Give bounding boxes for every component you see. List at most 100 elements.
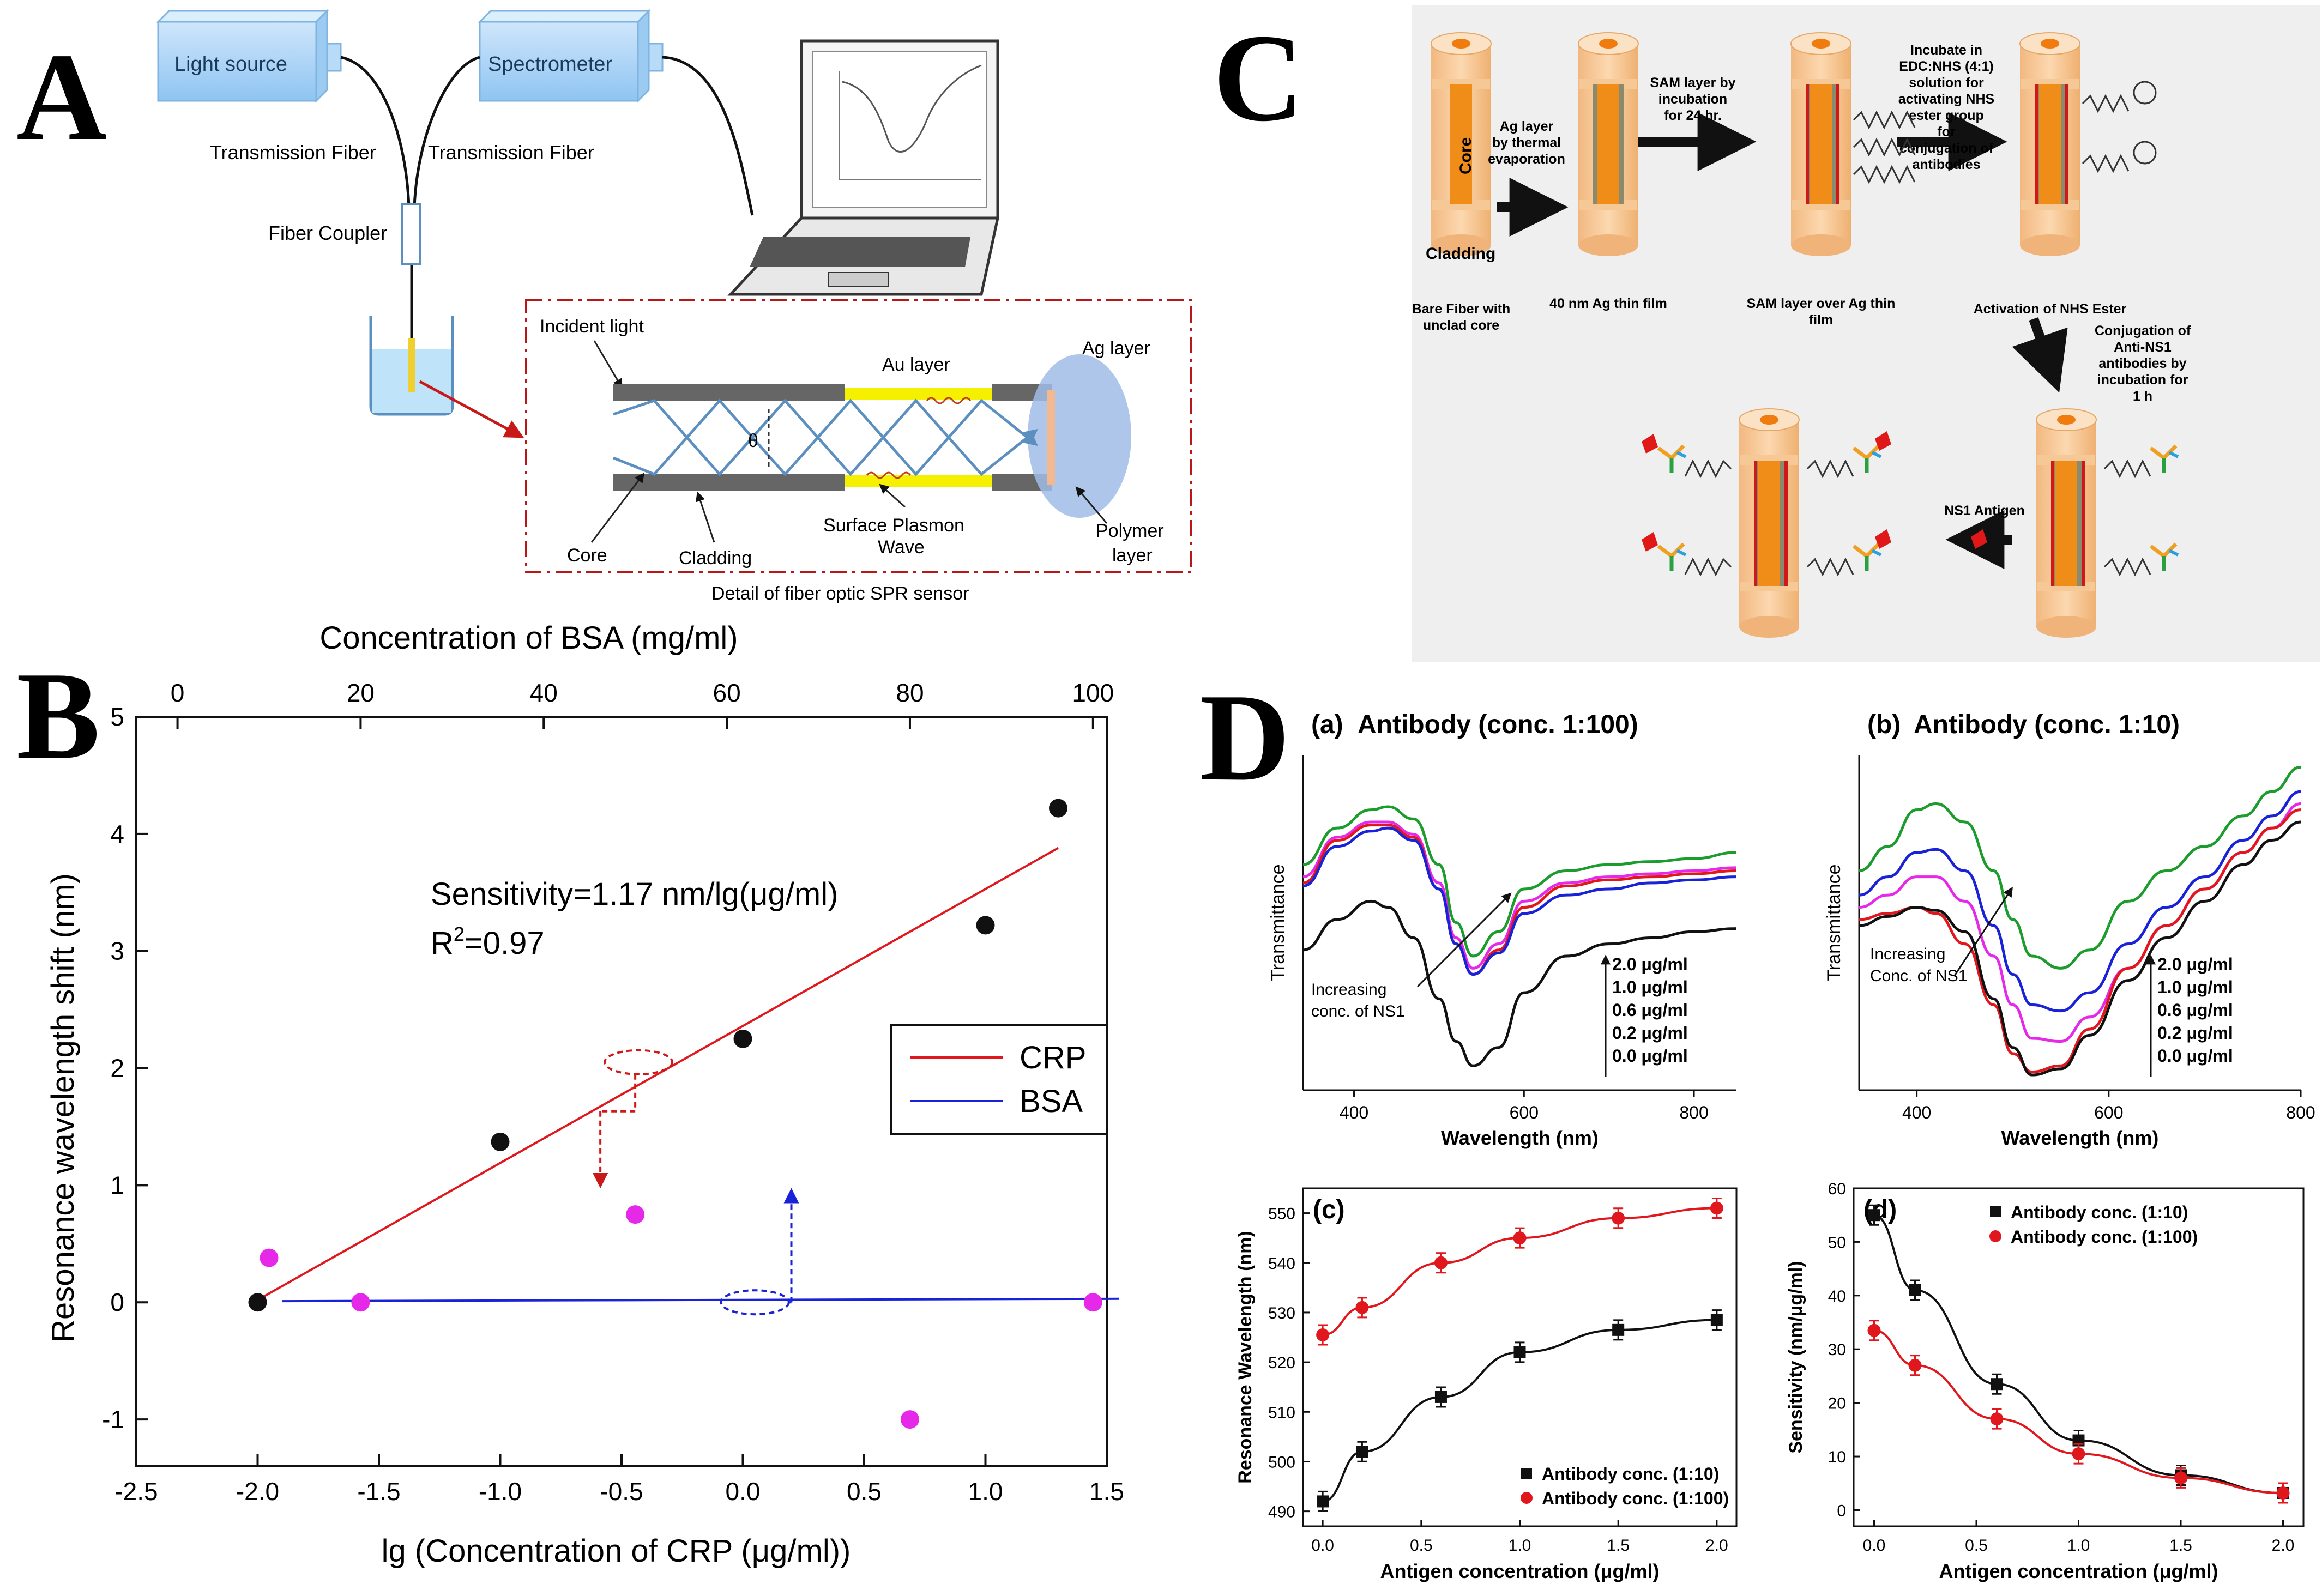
core-label: Core [567, 545, 607, 566]
x-tick-label: 800 [1679, 1103, 1708, 1122]
top-x-tick-label: 80 [896, 679, 924, 707]
legend-marker [1989, 1230, 2001, 1242]
y-tick-label: 10 [1828, 1448, 1846, 1466]
y-tick-label: 530 [1268, 1304, 1295, 1322]
sam-chain [1853, 110, 1916, 130]
antigen [1642, 532, 1658, 552]
chart-d-a: (a) Antibody (conc. 1:100) 400 600 800 Wavele… [1268, 710, 1737, 1149]
bsa-fit-line [281, 1297, 1119, 1303]
legend-label: Antibody conc. (1:10) [1542, 1464, 1719, 1484]
y-tick-label: 60 [1828, 1180, 1846, 1198]
antibody [1852, 542, 1882, 571]
x-tick-label: 1.0 [2067, 1537, 2090, 1555]
x-axis-title: lg (Concentration of CRP (μg/ml)) [382, 1533, 851, 1569]
data-point-square [1612, 1323, 1625, 1336]
x-tick-label: 600 [1510, 1103, 1539, 1122]
transmission-fiber-right-label: Transmission Fiber [428, 141, 594, 164]
y-axis-title: Transmittance [1824, 864, 1844, 981]
fiber-coupler-label: Fiber Coupler [268, 222, 387, 244]
concentration-label: 1.0 μg/ml [1612, 977, 1688, 997]
data-point-circle [1710, 1201, 1723, 1215]
ns1-annotation-line-1: Increasing [1311, 981, 1386, 999]
nhs-chain [2082, 154, 2130, 173]
bsa-point [626, 1205, 645, 1224]
x-tick-label: 0.0 [1863, 1537, 1886, 1555]
free-antigen [1971, 529, 1987, 549]
sam-chain [1853, 137, 1916, 157]
y-tick-label: 550 [1268, 1205, 1295, 1223]
y-tick-label: 3 [110, 937, 124, 965]
spectrum-1.0-line [1302, 820, 1737, 970]
x-tick-label: 1.5 [2169, 1537, 2192, 1555]
antibody-chain [1684, 459, 1732, 479]
data-point-square [1434, 1391, 1447, 1403]
panel-d: D (a) Antibody (conc. 1:100)400 600 800Wave… [1199, 668, 2315, 1582]
step-4-caption: Activation of NHS Ester [1974, 301, 2127, 317]
fiber-nhs [2019, 32, 2080, 256]
fiber-sam [1790, 32, 1851, 256]
r2-annotation: R2=0.97 [431, 923, 545, 961]
panel-c-chains [1642, 81, 2179, 577]
step-2-caption: 40 nm Ag thin film [1549, 296, 1667, 311]
legend-label: Antibody conc. (1:100) [2011, 1227, 2198, 1247]
sample-beaker [369, 316, 454, 416]
x-tick-label: 0.5 [847, 1477, 882, 1506]
x-tick-label: 1.0 [968, 1477, 1003, 1506]
y-axis-title: Sensitivity (nm/μg/ml) [1786, 1261, 1806, 1453]
panel-tag: (c) [1313, 1195, 1345, 1224]
x-tick-label: 0.5 [1965, 1537, 1988, 1555]
crp-axis-ellipse [604, 1049, 674, 1075]
top-x-tick-label: 60 [713, 679, 741, 707]
light-source-box: Light source [156, 9, 342, 103]
top-x-tick-label: 0 [171, 679, 185, 707]
x-tick-label: 400 [1902, 1103, 1931, 1122]
y-tick-label: 30 [1828, 1341, 1846, 1359]
y-axis-title: Resonance Wavelength (nm) [1235, 1231, 1256, 1483]
antibody-chain [2103, 557, 2151, 577]
top-x-axis-title: Concentration of BSA (mg/ml) [319, 620, 738, 656]
cladding-label: Cladding [679, 548, 752, 569]
legend-marker [1521, 1492, 1533, 1504]
x-tick-label: 0.5 [1410, 1537, 1433, 1555]
antigen [1875, 529, 1891, 549]
x-tick-label: 0.0 [726, 1477, 761, 1506]
step-3-caption: SAM layer over Ag thin film [1747, 296, 1896, 328]
fiber-cross-section: θ [613, 354, 1131, 518]
au-layer-label: Au layer [882, 354, 950, 375]
arrow-1-label: Ag layer by thermal evaporation [1488, 119, 1565, 167]
arrow-4 [2012, 317, 2068, 393]
y-tick-label: 510 [1268, 1404, 1295, 1422]
bsa-point [260, 1248, 279, 1267]
x-tick-label: -0.5 [600, 1477, 643, 1506]
fiber-antibody [2036, 408, 2097, 638]
crp-point [1049, 799, 1067, 818]
x-tick-label: 0.0 [1311, 1537, 1334, 1555]
concentration-label: 2.0 μg/ml [2157, 954, 2233, 974]
bsa-point [900, 1410, 919, 1429]
data-point-square [1356, 1446, 1368, 1458]
surface-plasmon-label-1: Surface Plasmon [823, 515, 964, 536]
x-tick-label: -1.5 [357, 1477, 400, 1506]
concentration-label: 1.0 μg/ml [2157, 977, 2233, 997]
x-tick-label: 600 [2094, 1103, 2123, 1122]
arrow-2-label: SAM layer by incubation for 24 hr. [1650, 75, 1735, 123]
panel-tag: (a) [1311, 710, 1343, 739]
chart-d-c: (c) 0.0 0.5 1.0 1.5 2.0 490 500 510 520 530 540 550 A… [1235, 1187, 1738, 1582]
transmission-fiber-left-label: Transmission Fiber [210, 141, 376, 164]
incident-light-label: Incident light [540, 316, 644, 337]
chart-d-b: (b) Antibody (conc. 1:10) 400 600 800 Wavelen… [1824, 710, 2315, 1149]
panel-letter-a: A [16, 27, 107, 166]
antibody [2149, 542, 2179, 571]
x-tick-label: 2.0 [2272, 1537, 2295, 1555]
top-x-tick-label: 100 [1072, 679, 1114, 707]
antibody [1852, 444, 1882, 473]
y-tick-label: 490 [1268, 1503, 1295, 1521]
antibody-chain [1684, 557, 1732, 577]
data-point-square [1909, 1284, 1921, 1296]
spectrum-0.6-line [1302, 824, 1737, 976]
fiber-coupler [401, 203, 421, 265]
data-point-circle [1908, 1358, 1922, 1372]
concentration-label: 0.2 μg/ml [2157, 1023, 2233, 1043]
antibody-chain [1806, 459, 1854, 479]
